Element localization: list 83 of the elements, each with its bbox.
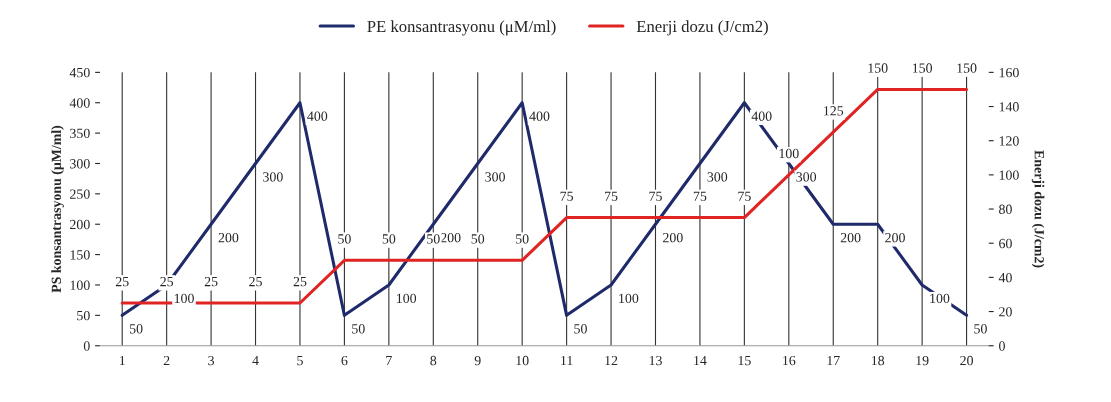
data-label: 25	[249, 276, 262, 287]
y-tick-label: 350	[70, 128, 90, 139]
data-label: 50	[516, 234, 529, 244]
data-label: 400	[751, 111, 772, 121]
data-label: 50	[382, 234, 396, 244]
data-label: 400	[529, 111, 550, 121]
data-label: 50	[338, 234, 351, 244]
y2-tick-label: 40	[998, 272, 1012, 283]
data-label: 50	[574, 324, 587, 334]
data-label: 200	[663, 232, 683, 243]
x-tick-label: 11	[561, 355, 573, 366]
data-label: 200	[840, 232, 861, 243]
data-label: 200	[218, 232, 239, 243]
data-label: 50	[129, 324, 143, 334]
data-label: 100	[619, 293, 639, 304]
x-tick-label: 12	[605, 355, 618, 366]
x-tick-label: 2	[163, 355, 170, 366]
data-label: 100	[930, 293, 950, 304]
y-tick-label: 300	[70, 159, 90, 169]
x-tick-label: 13	[649, 355, 662, 366]
data-label: 100	[779, 148, 799, 159]
x-tick-label: 3	[208, 355, 215, 366]
data-label: 300	[485, 172, 505, 182]
y-tick-label: 400	[69, 98, 90, 108]
x-tick-label: 7	[386, 355, 392, 366]
data-label: 100	[174, 293, 194, 304]
data-label: 50	[352, 324, 365, 334]
data-label: 100	[397, 293, 417, 304]
x-tick-label: 18	[871, 355, 885, 366]
y-tick-label: 100	[70, 280, 90, 290]
data-label: 200	[885, 232, 905, 243]
y-tick-label: 200	[70, 219, 90, 230]
x-tick-label: 17	[827, 355, 840, 366]
x-tick-label: 19	[916, 355, 929, 366]
data-label: 125	[824, 106, 844, 116]
data-label: 50	[471, 234, 485, 244]
data-label: 50	[427, 234, 440, 244]
data-label: 75	[560, 191, 574, 201]
x-tick-label: 6	[341, 355, 348, 366]
x-tick-label: 4	[252, 355, 259, 366]
y-tick-label: 150	[70, 250, 90, 260]
y2-tick-label: 0	[999, 341, 1005, 351]
y2-tick-label: 60	[999, 238, 1012, 249]
x-tick-label: 1	[119, 355, 125, 366]
data-label: 200	[440, 232, 461, 243]
y-tick-label: 250	[70, 189, 90, 199]
data-label: 150	[868, 63, 888, 73]
data-label: 300	[796, 172, 817, 182]
x-tick-label: 16	[783, 355, 796, 366]
legend-label: Enerji dozu (J/cm2)	[636, 20, 768, 36]
x-tick-label: 14	[694, 355, 707, 366]
y2-tick-label: 20	[999, 307, 1012, 317]
x-tick-label: 8	[430, 355, 437, 366]
data-label: 25	[115, 276, 129, 287]
x-tick-label: 10	[516, 355, 529, 366]
x-tick-label: 9	[474, 355, 481, 366]
x-tick-label: 15	[738, 355, 751, 366]
legend-label: PE konsantrasyonu (μM/ml)	[367, 20, 556, 36]
data-label: 50	[974, 324, 987, 334]
data-label: 75	[605, 191, 618, 201]
y2-tick-label: 160	[999, 67, 1019, 78]
data-label: 25	[160, 276, 174, 287]
y2-tick-label: 100	[999, 170, 1019, 180]
data-label: 300	[263, 172, 283, 182]
y2-tick-label: 120	[999, 136, 1019, 146]
y-axis-title: PS konsantrasyonu (μM/ml)	[51, 125, 64, 293]
x-tick-label: 5	[297, 355, 303, 366]
y-tick-label: 0	[83, 341, 90, 351]
x-tick-label: 20	[960, 355, 973, 366]
data-label: 75	[693, 191, 707, 201]
data-label: 300	[707, 172, 728, 182]
data-label: 75	[649, 191, 662, 201]
y-tick-label: 50	[77, 310, 90, 321]
data-label: 400	[307, 111, 328, 121]
data-label: 150	[957, 63, 977, 73]
data-label: 25	[204, 276, 218, 287]
data-label: 150	[912, 63, 933, 73]
y2-tick-label: 80	[999, 204, 1012, 214]
data-label: 75	[738, 191, 751, 201]
y2-axis-title: Enerji dozu (J/cm2)	[1031, 150, 1045, 268]
y2-tick-label: 140	[999, 102, 1019, 112]
y-tick-label: 450	[69, 67, 90, 78]
data-label: 25	[293, 276, 307, 287]
